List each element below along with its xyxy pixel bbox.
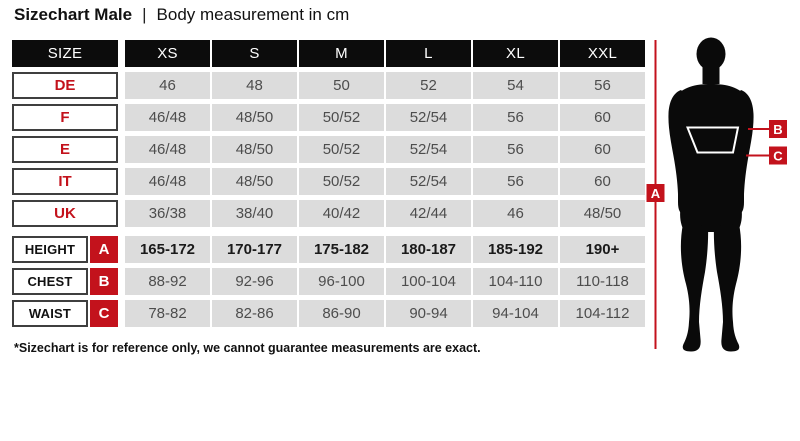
value-cell: 100-104 bbox=[386, 268, 471, 295]
value-cell: 104-110 bbox=[473, 268, 558, 295]
value-cell: 52/54 bbox=[386, 136, 471, 163]
value-cell: 46 bbox=[125, 72, 210, 99]
size-row-de: DE 46 48 50 52 54 56 bbox=[12, 72, 645, 99]
value-cell: 52/54 bbox=[386, 168, 471, 195]
value-cell: 90-94 bbox=[386, 300, 471, 327]
page-title: Sizechart Male bbox=[14, 5, 133, 24]
value-cell: 60 bbox=[560, 104, 645, 131]
marker-badge-b: B bbox=[90, 268, 118, 295]
chest-waist-band bbox=[686, 126, 740, 154]
marker-b-label: B bbox=[773, 122, 782, 137]
silhouette-neck bbox=[702, 62, 720, 84]
value-cell: 46 bbox=[473, 200, 558, 227]
column-header-s: S bbox=[212, 40, 297, 67]
marker-badge-c: C bbox=[90, 300, 118, 327]
silhouette-right-leg bbox=[713, 224, 742, 352]
value-cell: 50/52 bbox=[299, 168, 384, 195]
value-cell: 42/44 bbox=[386, 200, 471, 227]
size-row-f: F 46/48 48/50 50/52 52/54 56 60 bbox=[12, 104, 645, 131]
size-row-it: IT 46/48 48/50 50/52 52/54 56 60 bbox=[12, 168, 645, 195]
marker-badge-a: A bbox=[90, 236, 118, 263]
value-cell: 165-172 bbox=[125, 236, 210, 263]
value-cell: 46/48 bbox=[125, 136, 210, 163]
column-header-xl: XL bbox=[473, 40, 558, 67]
value-cell: 40/42 bbox=[299, 200, 384, 227]
footnote: *Sizechart is for reference only, we can… bbox=[14, 341, 481, 355]
value-cell: 48/50 bbox=[212, 104, 297, 131]
value-cell: 180-187 bbox=[386, 236, 471, 263]
measure-row-waist: WAIST C 78-82 82-86 86-90 90-94 94-104 104-112 bbox=[12, 300, 645, 327]
silhouette-left-arm bbox=[668, 90, 691, 214]
row-label-it: IT bbox=[12, 168, 118, 195]
value-cell: 50/52 bbox=[299, 136, 384, 163]
value-cell: 50/52 bbox=[299, 104, 384, 131]
value-cell: 56 bbox=[473, 104, 558, 131]
title-bar: Sizechart Male | Body measurement in cm bbox=[14, 5, 349, 25]
value-cell: 52 bbox=[386, 72, 471, 99]
value-cell: 54 bbox=[473, 72, 558, 99]
value-cell: 56 bbox=[473, 136, 558, 163]
value-cell: 50 bbox=[299, 72, 384, 99]
value-cell: 46/48 bbox=[125, 168, 210, 195]
value-cell: 96-100 bbox=[299, 268, 384, 295]
marker-a: A bbox=[646, 184, 665, 202]
value-cell: 48/50 bbox=[212, 136, 297, 163]
size-header-cell: SIZE bbox=[12, 40, 118, 67]
measure-row-chest: CHEST B 88-92 92-96 96-100 100-104 104-110 110-… bbox=[12, 268, 645, 295]
value-cell: 46/48 bbox=[125, 104, 210, 131]
row-label-f: F bbox=[12, 104, 118, 131]
sizechart-table: SIZE XS S M L XL XXL DE 46 48 50 52 54 56 F 46/48 48/50 5… bbox=[12, 40, 645, 332]
value-cell: 36/38 bbox=[125, 200, 210, 227]
value-cell: 82-86 bbox=[212, 300, 297, 327]
value-cell: 110-118 bbox=[560, 268, 645, 295]
value-cell: 38/40 bbox=[212, 200, 297, 227]
table-header-row: SIZE XS S M L XL XXL bbox=[12, 40, 645, 67]
silhouette-torso bbox=[674, 84, 748, 232]
row-label-height: HEIGHT bbox=[12, 236, 88, 263]
marker-a-label: A bbox=[651, 186, 661, 201]
value-cell: 48/50 bbox=[212, 168, 297, 195]
value-cell: 190+ bbox=[560, 236, 645, 263]
column-header-xxl: XXL bbox=[560, 40, 645, 67]
title-separator: | bbox=[142, 5, 147, 24]
value-cell: 52/54 bbox=[386, 104, 471, 131]
value-cell: 86-90 bbox=[299, 300, 384, 327]
column-header-m: M bbox=[299, 40, 384, 67]
row-label-waist: WAIST bbox=[12, 300, 88, 327]
marker-b: B bbox=[748, 120, 787, 138]
silhouette-right-arm bbox=[731, 90, 754, 214]
column-header-l: L bbox=[386, 40, 471, 67]
silhouette-left-leg bbox=[680, 224, 709, 352]
row-label-de: DE bbox=[12, 72, 118, 99]
value-cell: 78-82 bbox=[125, 300, 210, 327]
value-cell: 60 bbox=[560, 168, 645, 195]
row-label-e: E bbox=[12, 136, 118, 163]
value-cell: 48 bbox=[212, 72, 297, 99]
marker-c: C bbox=[746, 146, 787, 165]
value-cell: 175-182 bbox=[299, 236, 384, 263]
value-cell: 104-112 bbox=[560, 300, 645, 327]
row-label-chest: CHEST bbox=[12, 268, 88, 295]
page-subtitle: Body measurement in cm bbox=[156, 5, 350, 24]
size-row-uk: UK 36/38 38/40 40/42 42/44 46 48/50 bbox=[12, 200, 645, 227]
column-header-xs: XS bbox=[125, 40, 210, 67]
value-cell: 48/50 bbox=[560, 200, 645, 227]
marker-c-label: C bbox=[773, 149, 783, 164]
size-row-e: E 46/48 48/50 50/52 52/54 56 60 bbox=[12, 136, 645, 163]
measure-row-height: HEIGHT A 165-172 170-177 175-182 180-187 185-1… bbox=[12, 236, 645, 263]
value-cell: 88-92 bbox=[125, 268, 210, 295]
male-silhouette bbox=[668, 37, 754, 352]
value-cell: 60 bbox=[560, 136, 645, 163]
row-label-uk: UK bbox=[12, 200, 118, 227]
value-cell: 56 bbox=[560, 72, 645, 99]
value-cell: 56 bbox=[473, 168, 558, 195]
value-cell: 170-177 bbox=[212, 236, 297, 263]
body-figure: A B C bbox=[646, 37, 787, 352]
value-cell: 94-104 bbox=[473, 300, 558, 327]
value-cell: 92-96 bbox=[212, 268, 297, 295]
value-cell: 185-192 bbox=[473, 236, 558, 263]
